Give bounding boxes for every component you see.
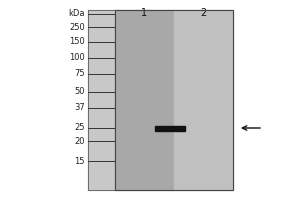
Text: 250: 250: [69, 22, 85, 31]
Text: 15: 15: [74, 156, 85, 166]
Bar: [155, 126, 185, 130]
Bar: [88, 10, 115, 190]
Bar: [115, 10, 233, 190]
Text: 37: 37: [74, 104, 85, 112]
Text: 150: 150: [69, 38, 85, 46]
Text: kDa: kDa: [68, 9, 85, 19]
Bar: [174, 10, 233, 190]
Text: 75: 75: [74, 70, 85, 78]
Bar: [115, 10, 174, 190]
Text: 20: 20: [74, 136, 85, 146]
Text: 50: 50: [74, 88, 85, 97]
Text: 100: 100: [69, 53, 85, 62]
Text: 1: 1: [141, 8, 147, 18]
Text: 25: 25: [74, 123, 85, 132]
Text: 2: 2: [200, 8, 206, 18]
Bar: [88, 10, 115, 190]
